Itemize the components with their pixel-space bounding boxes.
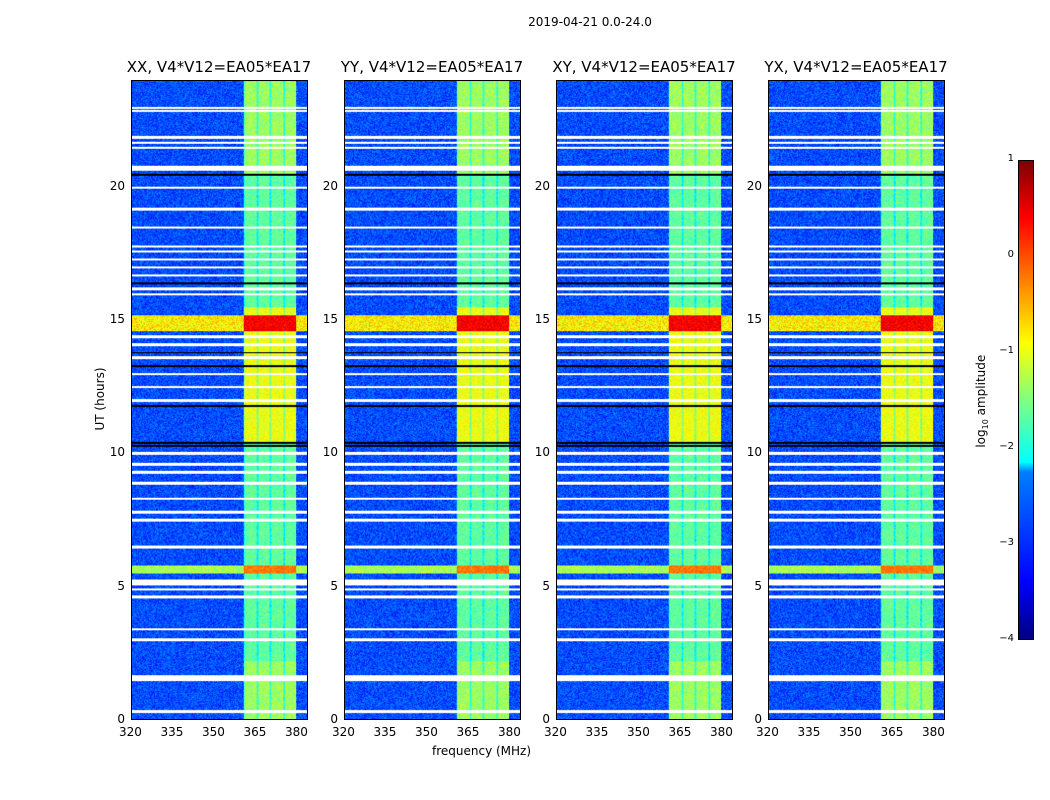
x-tick-label: 365 [456,725,480,739]
y-tick-label: 5 [330,578,338,593]
heatmap-image [132,81,307,719]
figure-title: 2019-04-21 0.0-24.0 [528,15,652,29]
y-tick-label: 20 [534,178,550,193]
heatmap-panel [131,80,308,720]
x-tick-label: 380 [497,725,521,739]
colorbar [1018,160,1034,640]
heatmap-panel [768,80,945,720]
x-tick-label: 320 [756,725,779,739]
x-tick-label: 335 [373,725,397,739]
colorbar-tick-label: 1 [1007,153,1014,164]
x-tick-label: 365 [668,725,692,739]
y-tick-label: 10 [109,445,125,460]
y-tick-label: 10 [746,445,762,460]
x-tick-label: 350 [414,725,438,739]
y-tick-label: 15 [746,312,762,326]
panel-title: XY, V4*V12=EA05*EA17 [552,58,736,76]
heatmap-image [345,81,520,719]
y-axis-label: UT (hours) [93,367,107,431]
y-tick-label: 10 [322,445,338,460]
x-tick-label: 380 [709,725,733,739]
heatmap-panel [344,80,521,720]
x-tick-label: 365 [880,725,904,739]
y-tick-label: 0 [330,712,338,726]
x-tick-label: 350 [201,725,225,739]
heatmap-image [769,81,944,719]
y-tick-label: 10 [534,445,550,460]
y-tick-label: 20 [109,178,125,193]
x-tick-label: 335 [797,725,821,739]
x-tick-label: 320 [332,725,355,739]
y-tick-label: 15 [534,312,550,326]
y-tick-label: 5 [117,578,125,593]
x-tick-label: 350 [838,725,862,739]
x-tick-label: 350 [626,725,650,739]
y-tick-label: 15 [322,312,338,326]
y-tick-label: 0 [117,712,125,726]
colorbar-tick-label: −3 [999,537,1014,548]
heatmap-panel [556,80,733,720]
x-tick-label: 365 [243,725,267,739]
y-tick-label: 5 [754,578,762,593]
x-tick-label: 380 [921,725,945,739]
colorbar-tick-label: 0 [1007,249,1014,260]
y-tick-label: 5 [542,578,550,593]
panel-title: YX, V4*V12=EA05*EA17 [764,58,948,76]
y-tick-label: 15 [109,312,125,326]
x-tick-label: 335 [585,725,609,739]
y-tick-label: 20 [746,178,762,193]
x-tick-label: 320 [119,725,142,739]
heatmap-image [557,81,732,719]
colorbar-tick-label: −4 [999,633,1014,644]
x-tick-label: 380 [284,725,308,739]
panel-title: YY, V4*V12=EA05*EA17 [340,58,524,76]
y-tick-label: 20 [322,178,338,193]
x-tick-label: 335 [160,725,184,739]
panel-title: XX, V4*V12=EA05*EA17 [126,58,312,76]
colorbar-tick-label: −2 [999,441,1014,452]
y-tick-label: 0 [754,712,762,726]
y-tick-label: 0 [542,712,550,726]
x-tick-label: 320 [544,725,567,739]
colorbar-tick-label: −1 [999,345,1014,356]
x-axis-label: frequency (MHz) [432,744,532,758]
